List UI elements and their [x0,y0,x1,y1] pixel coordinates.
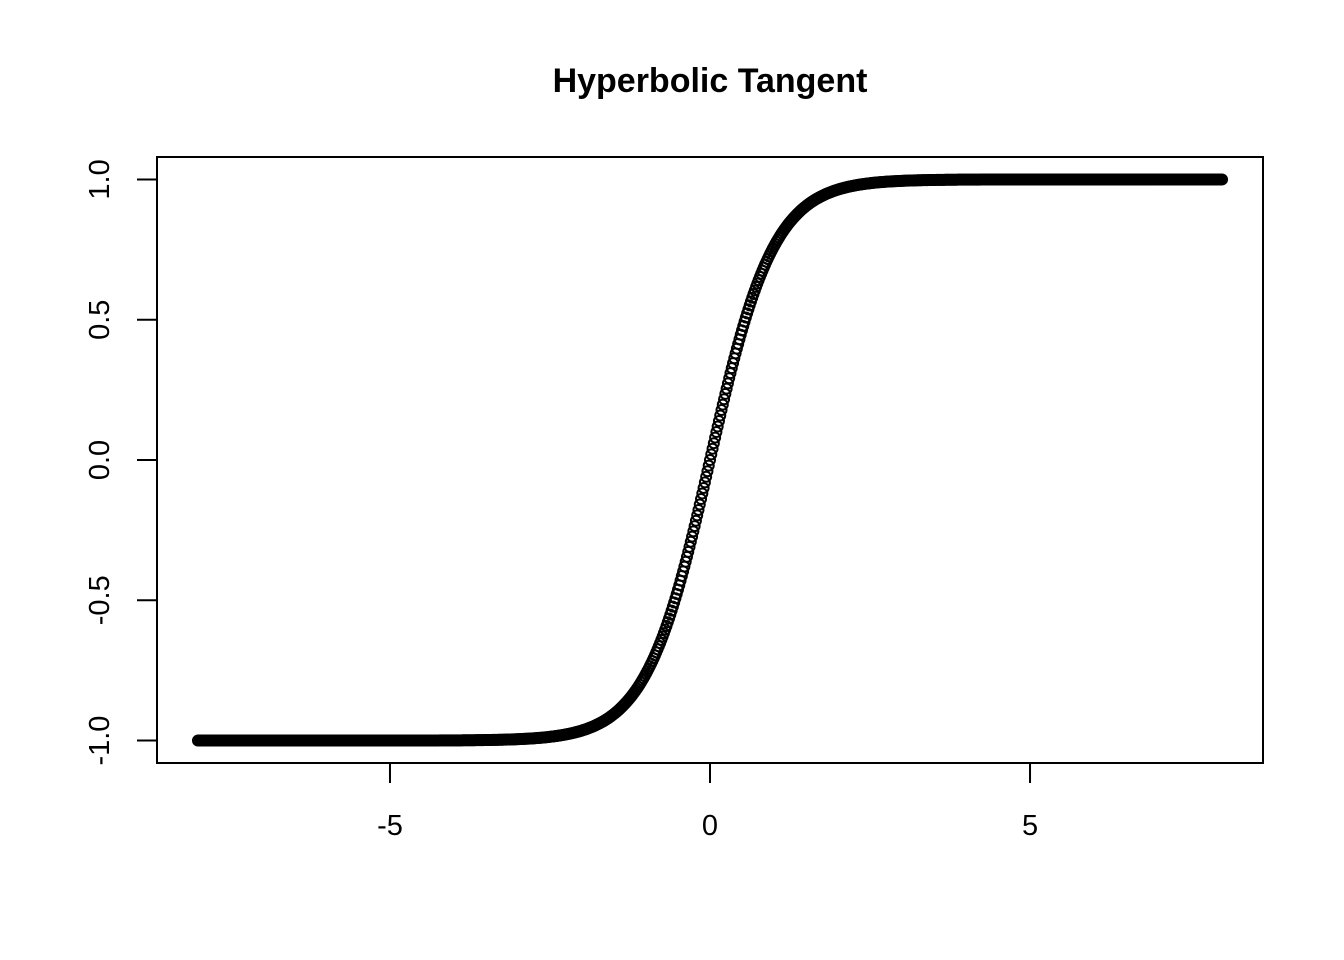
data-point [695,493,708,506]
data-point [687,525,700,538]
data-point [700,470,713,483]
data-point [701,465,714,478]
y-tick-label: 0.0 [84,440,116,480]
data-point [686,530,699,543]
x-tick-label: 5 [1022,810,1038,842]
x-axis: -5 0 5 [377,762,1038,842]
data-point [711,420,724,433]
y-axis: -1.0 -0.5 0.0 0.5 1.0 [84,159,158,766]
data-point [715,404,728,417]
data-point [696,487,709,500]
x-tick-label: 0 [702,810,718,842]
y-tick-label: -0.5 [84,575,116,625]
data-point [693,498,706,511]
data-point [714,409,727,422]
data-point [688,520,701,533]
data-point [719,387,732,400]
data-series [191,173,1229,747]
chart-title: Hyperbolic Tangent [553,62,868,100]
data-point [689,514,702,527]
data-point [707,437,720,450]
data-point [709,431,722,444]
y-tick-label: 0.5 [84,300,116,340]
y-tick-label: 1.0 [84,159,116,199]
y-tick-label: -1.0 [84,716,116,766]
data-point [692,503,705,516]
data-point [698,476,711,489]
data-point [704,454,716,466]
x-tick-label: -5 [377,810,403,842]
data-point [702,459,715,472]
data-point [1216,173,1229,186]
data-point [706,442,719,455]
data-point [712,414,725,427]
data-point [697,481,710,494]
data-point [718,393,731,406]
data-point [710,426,723,439]
data-point [716,398,729,411]
data-point [691,509,704,522]
data-point [705,448,718,461]
